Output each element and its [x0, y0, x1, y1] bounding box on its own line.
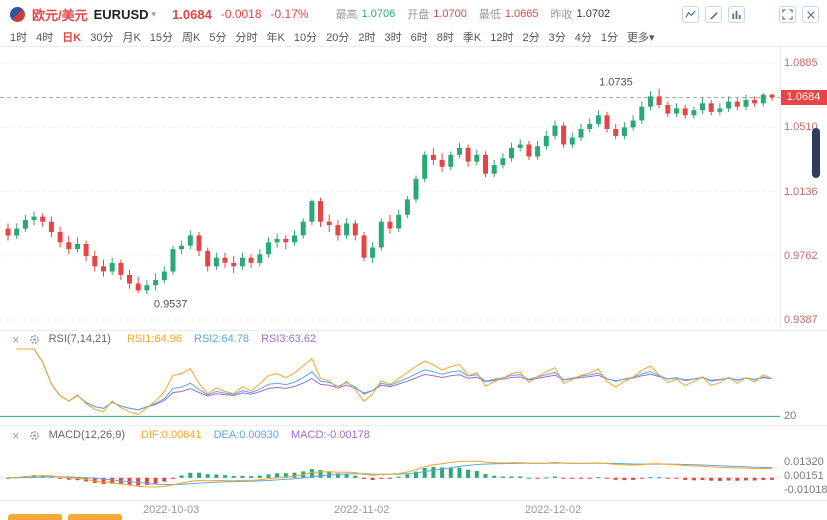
timeframe-15分[interactable]: 15分	[149, 32, 174, 44]
pen-icon	[709, 12, 718, 20]
indicator-value: DEA:0.00930	[213, 429, 279, 441]
timeframe-6时[interactable]: 6时	[410, 32, 428, 44]
timeframe-8时[interactable]: 8时	[436, 32, 454, 44]
pair-code[interactable]: EURUSD	[93, 6, 149, 22]
stat-value: 1.0706	[361, 8, 396, 20]
close-icon	[806, 10, 815, 19]
timeframe-3时[interactable]: 3时	[384, 32, 402, 44]
indicator-value: RSI1:64.96	[126, 333, 183, 345]
timeframe-12时[interactable]: 12时	[490, 32, 514, 44]
price-axis-label: 0.9762	[784, 249, 818, 262]
timeframe-2分[interactable]: 2分	[522, 32, 540, 44]
stat-value: 1.0700	[433, 8, 467, 20]
timeframe-10分[interactable]: 10分	[293, 32, 318, 44]
macd-axis-label: 0.00151	[784, 470, 824, 482]
timeframe-季K[interactable]: 季K	[462, 32, 482, 44]
timeframe-日K[interactable]: 日K	[62, 32, 82, 44]
price-axis-label: 1.0136	[784, 185, 818, 198]
timeframe-toolbar: 1时 4时 日K 30分 月K 15分 周K 5分 分时 年K 10分 20分 2时 3时 6时 8时 季K 12…	[0, 28, 827, 47]
fullscreen-button[interactable]	[779, 6, 796, 23]
indicator-value: RSI3:63.62	[261, 333, 317, 345]
timeframe-1时[interactable]: 1时	[10, 32, 28, 44]
timeframe-30分[interactable]: 30分	[90, 32, 114, 44]
gear-icon[interactable]	[29, 430, 40, 441]
last-price: 1.0684	[172, 6, 212, 22]
gear-icon[interactable]	[29, 334, 40, 345]
pair-name-cn: 欧元/美元	[32, 7, 88, 23]
stat-value: 1.0702	[576, 8, 611, 20]
main-chart-panel: 1.0735 0.9537 1.0885 1.0510 1.0136 0.9762 0.9…	[0, 47, 827, 330]
close-icon[interactable]: ×	[12, 331, 20, 347]
currency-pair-flag-icon	[10, 6, 25, 22]
candlestick-chart[interactable]: 1.0735 0.9537	[0, 47, 780, 330]
timeframe-年K[interactable]: 年K	[266, 32, 285, 44]
close-icon[interactable]: ×	[12, 427, 20, 443]
timeframe-5分[interactable]: 5分	[209, 32, 227, 44]
bar-indicator-icon	[732, 10, 741, 20]
date-label: 2022-12-02	[524, 504, 582, 516]
macd-chart[interactable]	[0, 444, 780, 499]
current-price-badge: 1.0684	[780, 89, 827, 105]
rsi-chart[interactable]	[0, 347, 780, 421]
timeframe-more[interactable]: 更多▾	[626, 32, 655, 44]
stat-label: 最高	[335, 9, 358, 21]
macd-axis-label: -0.01018	[784, 484, 827, 496]
svg-text:0.9537: 0.9537	[154, 298, 188, 310]
stat-value: 1.0665	[504, 8, 539, 20]
rsi-title: RSI(7,14,21)	[48, 333, 111, 345]
rsi-panel-header: × RSI(7,14,21) RSI1:64.96 RSI2:64.78 RSI3:…	[0, 331, 827, 347]
price-axis-label: 1.0510	[784, 121, 818, 134]
indicator-value: DIF:0.00841	[141, 429, 202, 441]
expand-icon	[782, 9, 793, 20]
header: 欧元/美元 EURUSD ▾ 1.0684 -0.0018 -0.17% 最高 1…	[0, 0, 827, 28]
axis-divider	[780, 47, 781, 500]
indicator-button[interactable]	[728, 6, 745, 23]
timeframe-分时[interactable]: 分时	[235, 32, 258, 44]
timeframe-1分[interactable]: 1分	[600, 32, 618, 44]
close-chart-button[interactable]	[802, 6, 819, 23]
timeframe-周K[interactable]: 周K	[182, 32, 201, 44]
indicator-value: RSI2:64.78	[194, 333, 250, 345]
line-chart-icon	[685, 10, 696, 18]
timeframe-20分[interactable]: 20分	[326, 32, 350, 44]
timeframe-2时[interactable]: 2时	[358, 32, 376, 44]
price-change: -0.0018	[220, 7, 262, 21]
price-axis-label: 1.0885	[784, 56, 818, 69]
price-axis-label: 0.9387	[784, 314, 818, 327]
timeframe-3分[interactable]: 3分	[548, 32, 566, 44]
rsi-panel: × RSI(7,14,21) RSI1:64.96 RSI2:64.78 RSI3:…	[0, 330, 827, 425]
stat-label: 昨收	[550, 9, 573, 21]
bottom-cutoff-button[interactable]	[8, 514, 62, 520]
date-label: 2022-10-03	[142, 504, 200, 516]
stat-label: 最低	[478, 9, 501, 21]
macd-panel-header: × MACD(12,26,9) DIF:0.00841 DEA:0.00930 MA…	[0, 426, 827, 444]
price-change-pct: -0.17%	[270, 7, 309, 21]
bottom-cutoff-button[interactable]	[68, 514, 122, 520]
rsi-axis-label: 20	[784, 410, 797, 423]
timeframe-4时[interactable]: 4时	[36, 32, 54, 44]
timeframe-4分[interactable]: 4分	[574, 32, 592, 44]
stat-label: 开盘	[407, 9, 430, 21]
header-stats: 最高 1.0706 开盘 1.0700 最低 1.0665 昨收 1.0702	[336, 6, 623, 22]
x-axis: 2022-10-03 2022-11-02 2022-12-02	[0, 500, 827, 520]
macd-legend: DIF:0.00841 DEA:0.00930 MACD:-0.00178	[129, 429, 370, 441]
macd-title: MACD(12,26,9)	[48, 429, 126, 441]
chevron-down-icon[interactable]: ▾	[151, 8, 157, 19]
macd-panel: × MACD(12,26,9) DIF:0.00841 DEA:0.00930 MA…	[0, 425, 827, 500]
indicator-value: MACD:-0.00178	[291, 429, 370, 441]
rsi-legend: RSI1:64.96 RSI2:64.78 RSI3:63.62	[115, 333, 316, 345]
timeframe-月K[interactable]: 月K	[122, 32, 141, 44]
svg-text:1.0735: 1.0735	[599, 77, 633, 89]
date-label: 2022-11-02	[333, 504, 390, 516]
scrollbar-thumb[interactable]	[812, 128, 820, 178]
draw-button[interactable]	[705, 6, 722, 23]
chart-type-button[interactable]	[682, 6, 699, 23]
macd-axis-label: 0.01320	[784, 456, 824, 468]
